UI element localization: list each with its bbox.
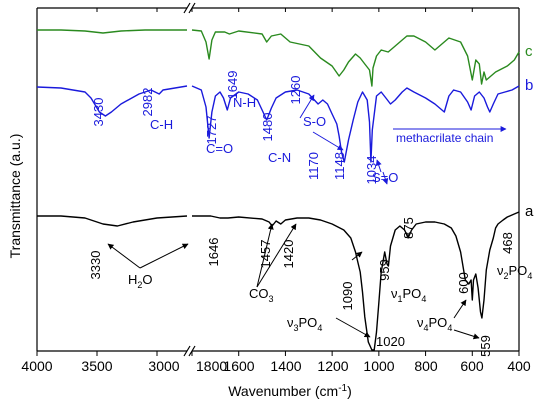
annotation-c-h: C-H — [150, 117, 173, 132]
annotation-1457: 1457 — [258, 240, 273, 269]
x-tick-label: 3500 — [81, 358, 112, 374]
x-tick-label: 1600 — [223, 358, 254, 374]
annotation-1480: 1480 — [260, 113, 275, 142]
annotation-n-h: N-H — [233, 95, 256, 110]
annotation-2982: 2982 — [140, 88, 155, 117]
group-label-0: H2O — [128, 272, 153, 290]
annotation-1260: 1260 — [288, 76, 303, 105]
x-tick-label: 4000 — [21, 358, 52, 374]
group-label-5: ν2PO4 — [497, 263, 532, 281]
x-axis-label-end: ) — [347, 383, 352, 399]
annotation-c-n: C-N — [268, 150, 291, 165]
annotation-arrow — [256, 223, 274, 288]
series-layer: cb a — [36, 29, 534, 351]
series-a-line — [192, 211, 520, 351]
annotation-600: 600 — [456, 272, 471, 294]
annotation-1170: 1170 — [306, 152, 321, 180]
annotation-1727: 1727 — [204, 116, 219, 145]
annotation-1148: 1148 — [332, 152, 347, 180]
annotation-875: 875 — [401, 217, 416, 239]
series-b-line — [36, 85, 188, 117]
series-a-line — [37, 215, 188, 227]
annotation-3330: 3330 — [88, 251, 103, 280]
annotation-1034: 1034 — [364, 156, 379, 185]
annotation-arrow — [375, 159, 382, 173]
group-label-4: ν4PO4 — [417, 315, 452, 333]
x-tick-label: 800 — [414, 358, 438, 374]
series-a-label: a — [525, 203, 534, 220]
annotation-arrow — [256, 223, 297, 288]
annotation-arrow — [453, 299, 467, 319]
series-b-label: b — [525, 77, 533, 94]
x-tick-label: 400 — [507, 358, 531, 374]
annotation-arrow — [382, 171, 389, 185]
group-label-3: ν1PO4 — [391, 286, 426, 304]
annotation-1649: 1649 — [225, 71, 240, 100]
annotation-arrow — [453, 329, 480, 340]
annotation-arrow — [312, 131, 344, 151]
annotation-1646: 1646 — [206, 238, 221, 267]
series-b-line — [191, 85, 520, 163]
annotation-1090: 1090 — [340, 282, 355, 311]
annotation-c-o: C=O — [206, 141, 233, 156]
annotation-arrow — [299, 94, 315, 119]
annotation-arrow — [107, 243, 141, 269]
x-tick-label: 1000 — [363, 358, 394, 374]
x-axis-label-sup: -1 — [338, 383, 347, 394]
annotation-s-o: S-O — [303, 114, 326, 129]
x-axis-label: Wavenumber (cm-1) — [228, 383, 352, 399]
series-c-line — [37, 29, 187, 34]
x-tick-label: 1400 — [270, 358, 301, 374]
axis-break-mark — [183, 2, 191, 14]
plot-frame — [36, 2, 520, 357]
annotation-1020: 1020 — [376, 334, 405, 349]
annotation-1420: 1420 — [281, 240, 296, 269]
annotation-468: 468 — [500, 232, 515, 254]
series-c-line — [191, 29, 520, 87]
axis-break-mark — [183, 345, 191, 357]
annotation-959: 959 — [377, 259, 392, 281]
x-tick-label: 1800 — [196, 358, 227, 374]
annotation-methacrilate-chain: methacrilate chain — [396, 131, 493, 145]
group-label-2: ν3PO4 — [287, 315, 322, 333]
annotation-arrow — [335, 317, 371, 338]
x-tick-label: 600 — [460, 358, 484, 374]
x-axis-label-main: Wavenumber (cm — [228, 383, 338, 399]
annotation-arrow — [351, 251, 363, 261]
series-c-label: c — [525, 43, 533, 60]
y-axis-label: Transmittance (a.u.) — [7, 134, 23, 259]
annotation-3430: 3430 — [91, 98, 106, 127]
x-tick-label: 3000 — [148, 358, 179, 374]
annotation-559: 559 — [478, 335, 493, 357]
annotation-arrow — [139, 243, 189, 269]
x-tick-label: 1200 — [317, 358, 348, 374]
group-label-1: CO3 — [249, 286, 274, 304]
